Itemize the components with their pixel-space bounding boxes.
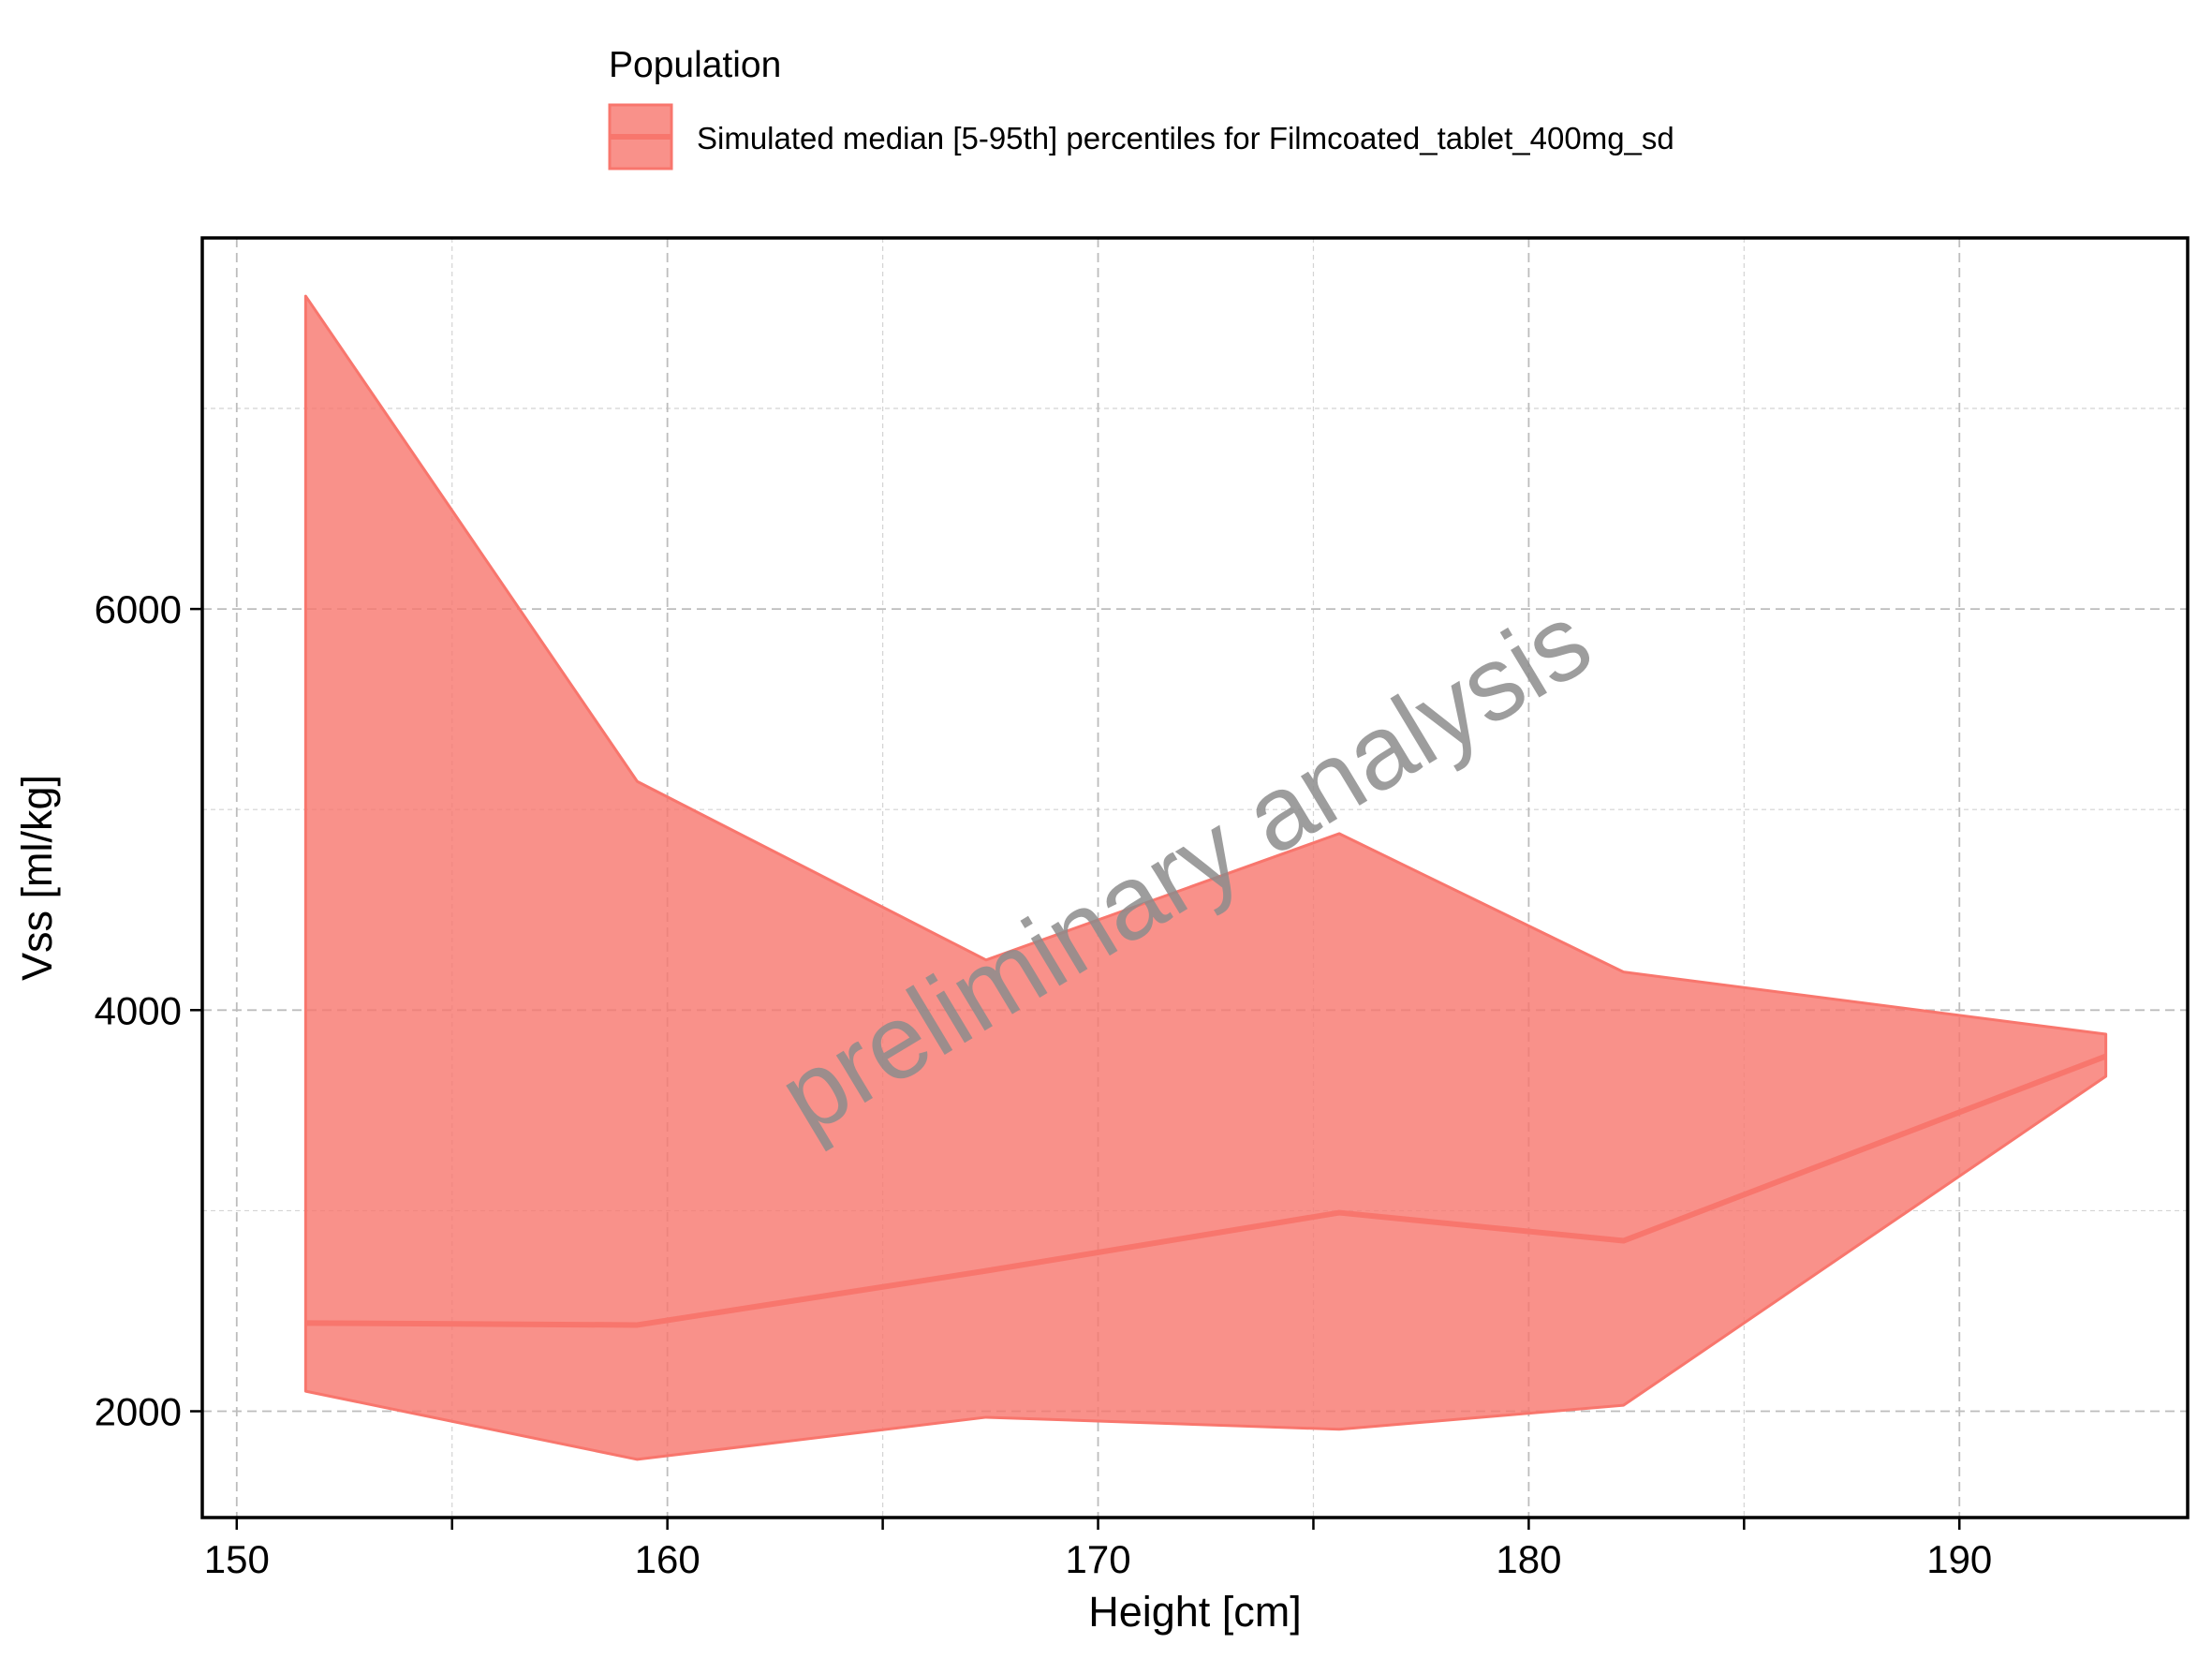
x-tick-label: 170 xyxy=(1065,1537,1130,1581)
y-tick-label: 6000 xyxy=(95,587,182,631)
series-layer xyxy=(303,294,2108,1461)
y-axis-title: Vss [ml/kg] xyxy=(13,775,61,981)
x-tick-label: 180 xyxy=(1496,1537,1561,1581)
legend-entry-label: Simulated median [5-95th] percentiles fo… xyxy=(697,121,1674,156)
y-tick-label: 2000 xyxy=(95,1390,182,1434)
x-tick-label: 150 xyxy=(204,1537,270,1581)
x-tick-label: 160 xyxy=(635,1537,700,1581)
legend: Population Simulated median [5-95th] per… xyxy=(608,45,1674,170)
x-tick-label: 190 xyxy=(1926,1537,1992,1581)
plot-panel: preliminary analysis xyxy=(200,236,2190,1519)
panel-border xyxy=(200,236,2190,1519)
x-axis: 150 160 170 180 190 xyxy=(204,1518,1992,1581)
y-tick-label: 4000 xyxy=(95,988,182,1032)
legend-title: Population xyxy=(609,45,781,85)
median-line xyxy=(305,1053,2107,1328)
y-axis: 2000 4000 6000 xyxy=(95,587,202,1434)
x-axis-title: Height [cm] xyxy=(1088,1588,1302,1636)
percentile-ribbon xyxy=(303,294,2108,1461)
